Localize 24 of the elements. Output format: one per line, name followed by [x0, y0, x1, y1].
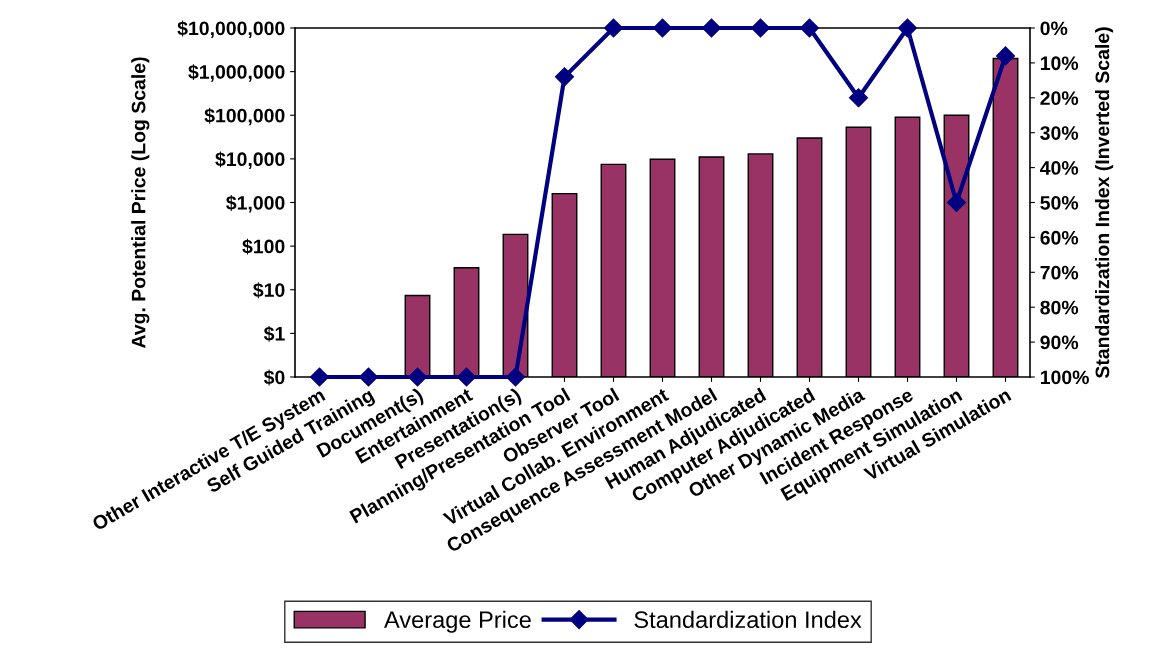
legend-label: Average Price [384, 610, 531, 633]
y-tick-label: $0 [263, 369, 285, 386]
y2-tick-label: 20% [1040, 91, 1079, 106]
y-tick-label: $1,000,000 [188, 64, 285, 82]
y2-tick-label: 80% [1040, 300, 1079, 315]
y2-tick-label: 40% [1040, 161, 1079, 175]
y2-tick-label: 50% [1040, 195, 1079, 210]
y-tick-label: $10 [253, 282, 285, 299]
y2-tick-label: 90% [1040, 335, 1079, 350]
y2-tick-label: 60% [1040, 230, 1079, 245]
y2-tick-label: 0% [1040, 21, 1068, 36]
y-tick-label: $10,000,000 [177, 20, 285, 39]
y2-tick-label: 70% [1040, 265, 1079, 280]
y-tick-label: $1,000 [226, 195, 285, 213]
y2-tick-label: 30% [1040, 126, 1079, 140]
legend-label: Standardization Index [634, 610, 862, 629]
y2-axis-title: Standardization Index (Inverted Scale) [1095, 27, 1114, 379]
y-tick-label: $100 [242, 238, 285, 255]
y2-tick-label: 100% [1040, 370, 1089, 385]
y-axis-title: Avg. Potential Price (Log Scale) [131, 57, 150, 349]
y2-tick-label: 10% [1040, 56, 1079, 71]
y-tick-label: $10,000 [215, 151, 285, 169]
y-tick-label: $1 [263, 325, 285, 342]
y-tick-label: $100,000 [204, 107, 285, 126]
